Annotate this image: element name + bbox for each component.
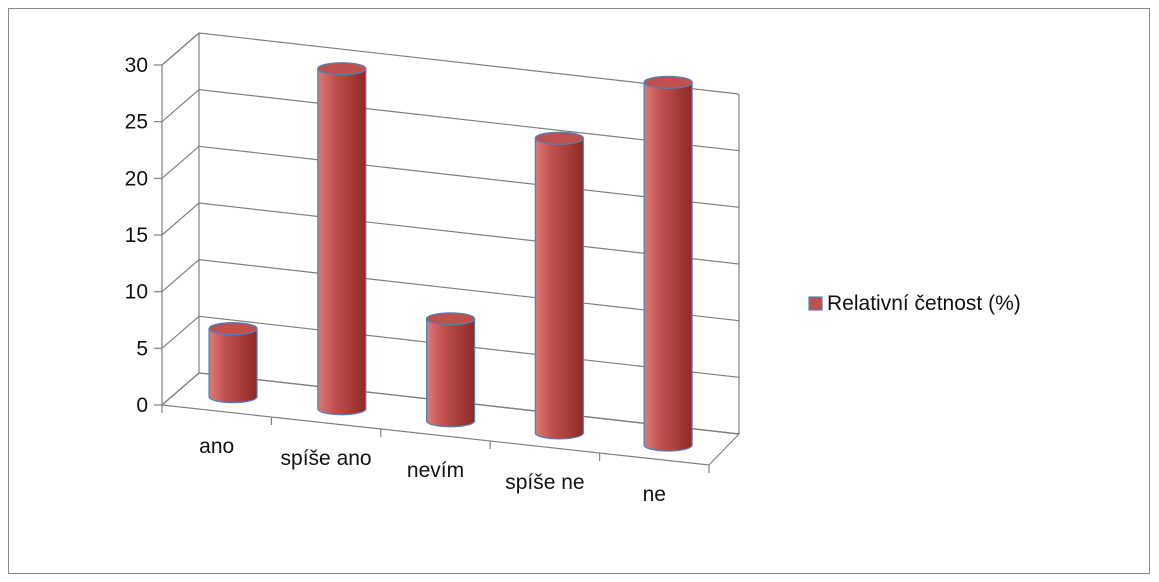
y-tick-label: 5 — [136, 337, 148, 360]
cylinder-bar-chart: 0 5 10 15 20 25 30 ano spíše ano nevím spíše ne ne… — [125, 32, 1021, 506]
y-tick-label: 15 — [125, 224, 148, 247]
bar-body — [643, 81, 693, 452]
bar — [208, 322, 258, 404]
legend-swatch — [808, 296, 823, 311]
chart-frame: 0 5 10 15 20 25 30 ano spíše ano nevím spíše ne ne… — [8, 8, 1150, 574]
bar-body — [317, 68, 367, 416]
gridlines — [161, 32, 740, 435]
bar-top — [534, 131, 584, 145]
bar — [643, 75, 693, 452]
x-tick-label: nevím — [407, 459, 464, 482]
bar — [425, 312, 476, 428]
bar — [317, 62, 367, 416]
legend: Relativní četnost (%) — [808, 292, 1021, 315]
x-tick-label: ne — [643, 483, 666, 506]
y-tick-label: 30 — [125, 54, 148, 77]
bar-body — [534, 137, 584, 440]
x-axis-labels: ano spíše ano nevím spíše ne ne — [161, 405, 710, 506]
gridline — [161, 89, 740, 152]
bar-top — [643, 75, 693, 89]
y-tick-label: 0 — [136, 394, 148, 417]
bar-body — [208, 328, 258, 404]
x-tick-label: ano — [199, 435, 234, 458]
gridline — [161, 32, 740, 95]
y-tick-label: 20 — [125, 167, 148, 190]
bar-body — [425, 318, 476, 428]
legend-label: Relativní četnost (%) — [827, 292, 1021, 315]
y-tick-label: 25 — [125, 111, 148, 134]
y-axis-ticks: 0 5 10 15 20 25 30 — [125, 54, 162, 417]
x-tick-label: spíše ne — [505, 471, 584, 494]
bar-top — [208, 322, 258, 336]
bar — [534, 131, 584, 440]
x-tick-label: spíše ano — [281, 447, 372, 470]
bars — [208, 62, 693, 452]
bar-top — [425, 312, 476, 326]
y-tick-label: 10 — [125, 281, 148, 304]
bar-top — [317, 62, 367, 76]
